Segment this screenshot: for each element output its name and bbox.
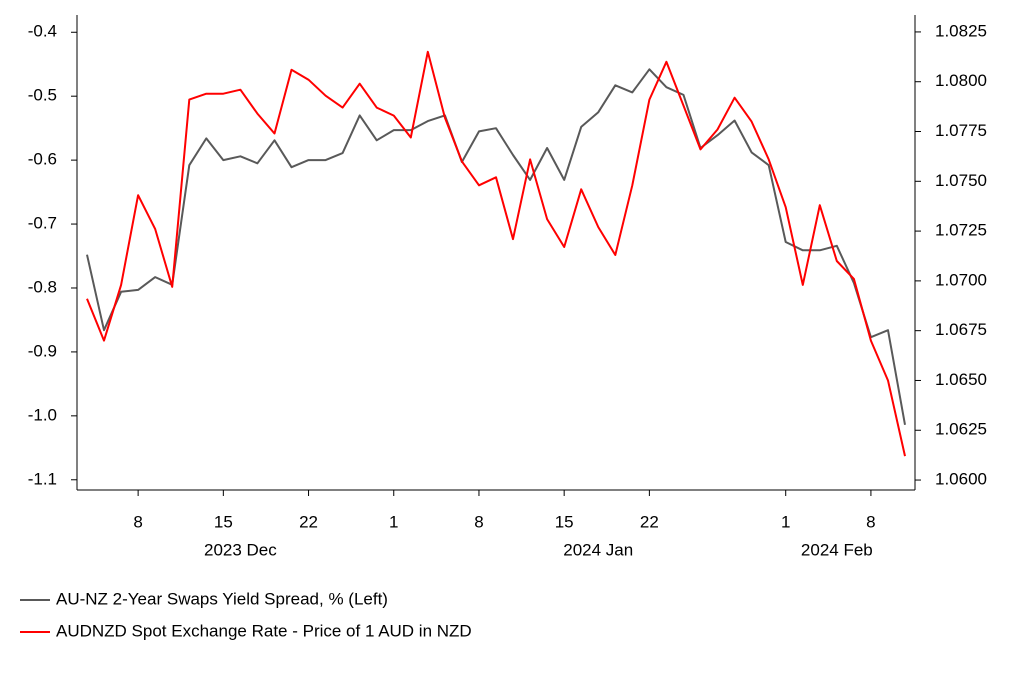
x-tick-label: 1 [389, 512, 398, 531]
legend-label: AUDNZD Spot Exchange Rate - Price of 1 A… [56, 621, 472, 640]
y2-tick-label: 1.0800 [935, 71, 987, 90]
y2-tick-label: 1.0775 [935, 121, 987, 140]
y-tick-label: -0.6 [28, 150, 57, 169]
y-tick-label: -0.9 [28, 341, 57, 360]
y-tick-label: -0.5 [28, 86, 57, 105]
x-tick-label: 15 [214, 512, 233, 531]
x-group-label: 2024 Feb [801, 540, 873, 559]
y-tick-label: -1.0 [28, 405, 57, 424]
y2-tick-label: 1.0725 [935, 221, 987, 240]
y2-tick-label: 1.0675 [935, 320, 987, 339]
series-line [86, 50, 906, 457]
x-tick-label: 15 [555, 512, 574, 531]
series-line [86, 68, 906, 425]
y2-tick-label: 1.0650 [935, 370, 987, 389]
x-tick-label: 8 [474, 512, 483, 531]
y2-tick-label: 1.0750 [935, 171, 987, 190]
y2-tick-label: 1.0625 [935, 420, 987, 439]
y2-tick-label: 1.0825 [935, 21, 987, 40]
y-tick-label: -0.8 [28, 277, 57, 296]
x-tick-label: 22 [640, 512, 659, 531]
x-tick-label: 1 [781, 512, 790, 531]
x-tick-label: 8 [866, 512, 875, 531]
y-tick-label: -0.4 [28, 22, 57, 41]
x-tick-label: 22 [299, 512, 318, 531]
y2-tick-label: 1.0600 [935, 470, 987, 489]
x-tick-label: 8 [133, 512, 142, 531]
y2-tick-label: 1.0700 [935, 270, 987, 289]
y-tick-label: -0.7 [28, 214, 57, 233]
y-tick-label: -1.1 [28, 469, 57, 488]
x-group-label: 2023 Dec [204, 540, 277, 559]
x-group-label: 2024 Jan [563, 540, 633, 559]
legend-label: AU-NZ 2-Year Swaps Yield Spread, % (Left… [56, 589, 388, 608]
